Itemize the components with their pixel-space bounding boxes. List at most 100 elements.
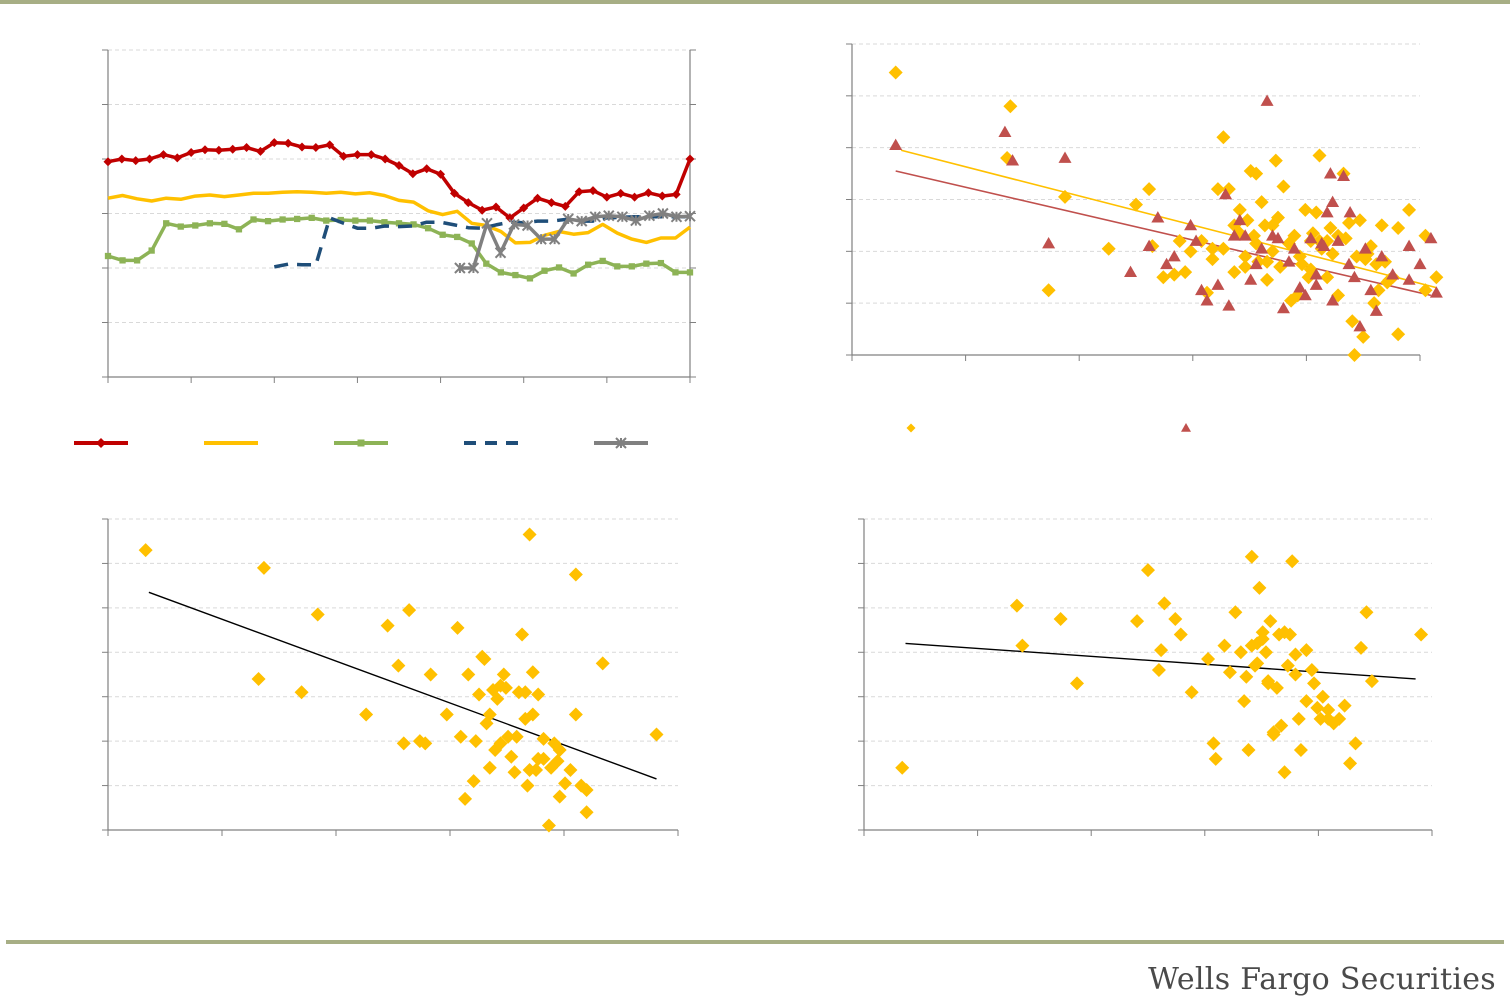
- point-yellow: [493, 736, 508, 751]
- point-dark_red: [1323, 167, 1337, 179]
- point-yellow: [1053, 611, 1068, 626]
- point-yellow: [1168, 611, 1183, 626]
- point-yellow: [1263, 614, 1278, 629]
- point-green: [148, 247, 155, 254]
- point-green: [599, 257, 606, 265]
- point-yellow: [359, 707, 374, 722]
- point-green: [192, 222, 199, 229]
- point-dark_red: [1358, 242, 1372, 254]
- point-yellow: [472, 687, 487, 702]
- point-red: [255, 146, 265, 156]
- point-red: [242, 143, 252, 153]
- point-yellow: [1260, 254, 1275, 269]
- point-green: [541, 267, 548, 274]
- point-yellow: [468, 734, 483, 749]
- point-gray: [535, 233, 547, 245]
- point-yellow: [391, 658, 406, 673]
- point-dark_red: [1211, 278, 1225, 290]
- point-yellow: [1157, 596, 1172, 611]
- point-dark_red: [1058, 151, 1072, 163]
- point-yellow: [1201, 651, 1216, 666]
- point-yellow: [888, 65, 903, 80]
- point-dark_red: [1342, 257, 1356, 270]
- point-yellow: [1130, 614, 1145, 629]
- point-yellow: [1208, 751, 1223, 766]
- point-yellow: [1356, 329, 1371, 344]
- point-yellow: [496, 667, 511, 682]
- point-yellow: [520, 778, 535, 793]
- point-green: [585, 261, 592, 268]
- legend-marker-red: [96, 438, 106, 448]
- point-yellow: [568, 707, 583, 722]
- point-yellow: [1342, 215, 1356, 230]
- point-yellow: [1367, 296, 1382, 311]
- point-gray: [589, 211, 601, 223]
- point-yellow: [1172, 233, 1187, 248]
- point-red: [228, 144, 238, 154]
- point-yellow: [1364, 674, 1379, 689]
- point-yellow: [423, 667, 438, 682]
- point-gray: [508, 218, 520, 231]
- point-dark_red: [1222, 299, 1236, 311]
- point-yellow: [1285, 554, 1300, 569]
- point-red: [394, 161, 404, 171]
- point-yellow: [1298, 202, 1313, 217]
- point-yellow: [525, 665, 540, 680]
- point-yellow: [1228, 605, 1243, 620]
- point-green: [439, 231, 446, 238]
- point-red: [269, 138, 279, 148]
- point-dark_red: [1317, 239, 1331, 252]
- point-dark_red: [1227, 229, 1241, 241]
- trendline-black: [905, 642, 1416, 680]
- point-red: [145, 154, 155, 164]
- point-yellow: [1304, 663, 1319, 678]
- point-yellow: [1391, 327, 1406, 342]
- point-green: [424, 225, 432, 232]
- point-yellow: [490, 691, 505, 706]
- point-yellow: [1254, 195, 1269, 210]
- point-yellow: [1210, 182, 1225, 197]
- point-yellow: [1129, 197, 1143, 212]
- point-red: [325, 140, 335, 150]
- point-dark_red: [1331, 234, 1345, 246]
- point-yellow: [1266, 727, 1281, 742]
- point-yellow: [1293, 743, 1308, 758]
- point-gray: [454, 262, 466, 274]
- point-green: [686, 269, 694, 276]
- point-dark_red: [1304, 231, 1318, 244]
- point-red: [422, 164, 432, 174]
- point-yellow: [509, 729, 524, 744]
- point-yellow: [1274, 718, 1289, 733]
- point-dark_red: [1337, 169, 1351, 182]
- point-red: [214, 145, 224, 155]
- point-yellow: [1291, 711, 1306, 726]
- point-yellow: [1374, 218, 1389, 233]
- point-green: [512, 271, 519, 279]
- point-yellow: [1280, 658, 1295, 673]
- point-green: [294, 215, 301, 223]
- point-yellow: [550, 754, 565, 769]
- point-yellow: [558, 776, 573, 791]
- point-red: [311, 143, 321, 153]
- point-red: [685, 154, 695, 164]
- point-yellow: [1156, 270, 1171, 285]
- point-yellow: [493, 678, 508, 693]
- point-gray: [643, 209, 656, 222]
- point-yellow: [1244, 549, 1259, 564]
- point-yellow: [1265, 244, 1280, 259]
- point-yellow: [1307, 676, 1322, 691]
- point-dark_red: [1353, 319, 1367, 332]
- point-yellow: [1141, 563, 1155, 578]
- point-gray: [467, 262, 480, 274]
- point-yellow: [1003, 99, 1018, 114]
- point-dark_red: [998, 125, 1012, 137]
- point-yellow: [1222, 665, 1237, 680]
- point-yellow: [1268, 153, 1283, 168]
- point-yellow: [138, 543, 153, 558]
- point-yellow: [531, 687, 546, 702]
- point-yellow: [482, 760, 497, 775]
- point-yellow: [579, 805, 594, 820]
- point-yellow: [477, 651, 492, 666]
- point-yellow: [1257, 218, 1272, 233]
